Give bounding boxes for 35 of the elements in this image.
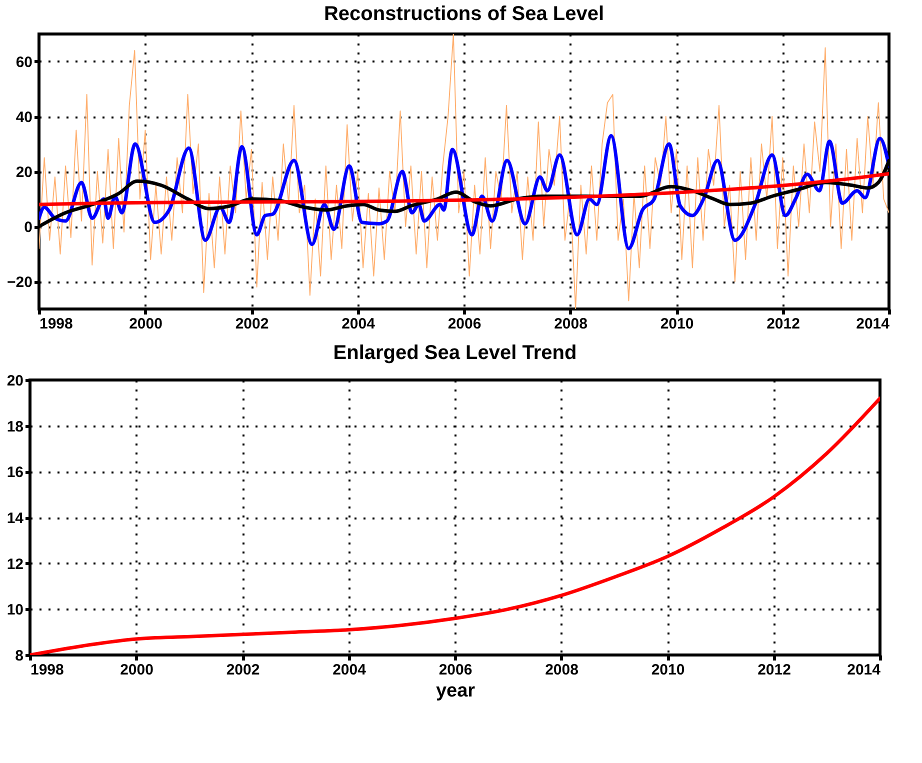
x-tick-label: 2008: [545, 662, 578, 678]
y-tick-label: 20: [6, 372, 24, 390]
chart-title: Enlarged Sea Level Trend: [333, 342, 577, 364]
x-tick-label: 1998: [40, 316, 73, 332]
x-tick-label: 1998: [30, 662, 64, 678]
x-tick-label: 2012: [766, 316, 800, 332]
y-tick-label: 10: [6, 602, 24, 619]
y-tick-label: 14: [6, 510, 24, 527]
x-tick-label: 2004: [342, 316, 376, 332]
y-tick-label: −20: [7, 274, 32, 291]
y-tick-label: 60: [16, 54, 32, 71]
chart-title: Reconstructions of Sea Level: [324, 3, 604, 25]
line-series: [30, 396, 880, 655]
x-tick-label: 2002: [235, 316, 269, 332]
x-tick-label: 2004: [332, 662, 367, 678]
y-tick-label: 20: [16, 164, 32, 181]
x-tick-label: 2010: [651, 662, 685, 678]
x-tick-label: 2006: [438, 662, 472, 678]
y-tick-label: 40: [16, 109, 32, 126]
x-tick-label: 2002: [226, 662, 260, 678]
x-tick-label: 2014: [856, 316, 890, 332]
x-tick-label: 2000: [129, 316, 162, 332]
x-tick-label: 2000: [120, 662, 154, 678]
x-tick-label: 2006: [448, 316, 482, 332]
y-tick-label: 18: [6, 418, 24, 436]
x-tick-label: 2012: [758, 662, 791, 678]
x-axis-title: year: [436, 680, 476, 702]
y-tick-label: 0: [24, 219, 32, 236]
y-tick-label: 8: [15, 648, 24, 664]
y-tick-label: 16: [6, 464, 24, 482]
y-tick-label: 12: [6, 556, 24, 573]
x-tick-label: 2010: [660, 316, 694, 332]
x-tick-label: 2014: [847, 662, 882, 678]
line-series: [39, 172, 889, 206]
x-tick-label: 2008: [554, 316, 588, 332]
